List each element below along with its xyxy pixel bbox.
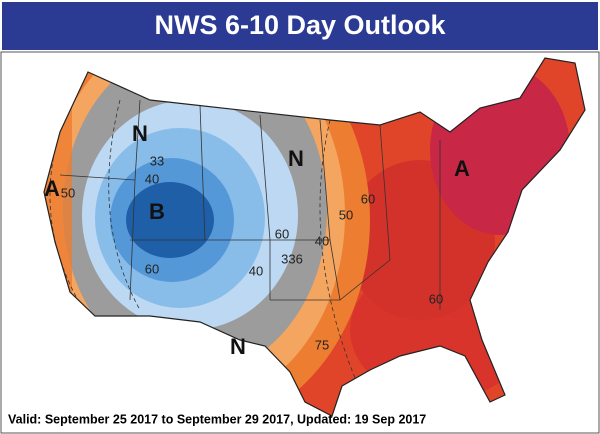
pressure-label: A: [454, 156, 470, 181]
pressure-label: B: [149, 199, 165, 224]
pressure-label: N: [288, 146, 304, 171]
title: NWS 6-10 Day Outlook: [154, 10, 446, 40]
map-frame: [0, 51, 600, 434]
title-banner: [0, 0, 600, 52]
contour-label: 60: [429, 291, 443, 306]
pressure-label: N: [132, 121, 148, 146]
contour-label: 40: [249, 263, 263, 278]
region-dark-blue: [126, 182, 214, 258]
contour-label: 40: [315, 233, 329, 248]
contour-label: 60: [145, 261, 159, 276]
footer: Valid: September 25 2017 to September 29…: [8, 412, 426, 426]
contour-label: 50: [339, 207, 353, 222]
contour-label: 75: [315, 337, 329, 352]
contour-label: 40: [145, 171, 159, 186]
us-outline: [43, 57, 586, 417]
contour-label: 33: [150, 153, 164, 168]
pressure-label: A: [44, 176, 60, 201]
contour-label: 60: [275, 226, 289, 241]
pressure-label: N: [230, 334, 246, 359]
state-borders: [59, 99, 441, 310]
contour-label: 336: [281, 251, 303, 266]
contour-label: 60: [361, 191, 375, 206]
contour-label: 50: [61, 185, 75, 200]
